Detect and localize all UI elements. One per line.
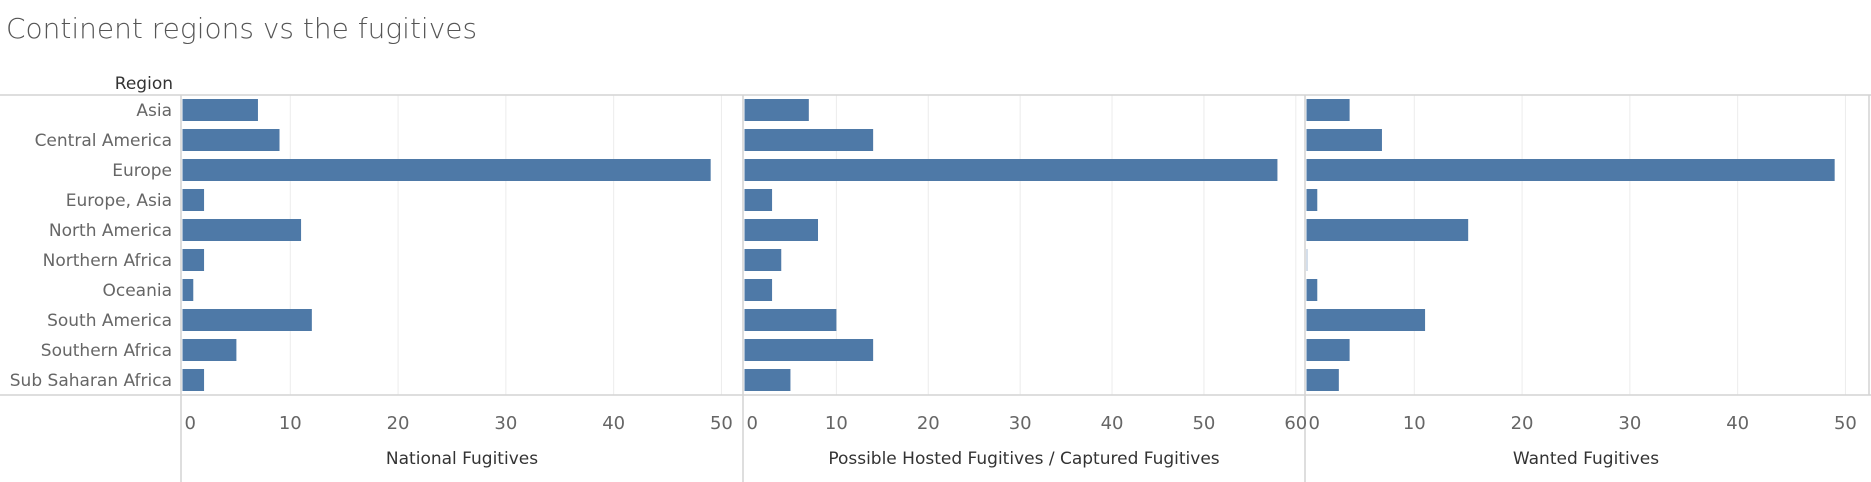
tick-label-possible-hosted-fugitives-captured-fugitives-50: 50 [1192, 413, 1215, 434]
tick-label-wanted-fugitives-30: 30 [1618, 413, 1641, 434]
tick-label-possible-hosted-fugitives-captured-fugitives-10: 10 [825, 413, 848, 434]
category-label-south-america: South America [47, 311, 172, 331]
bar-wanted-fugitives-oceania [1306, 279, 1318, 301]
bar-national-fugitives-north-america [182, 219, 302, 241]
tick-label-national-fugitives-20: 20 [387, 413, 410, 434]
bar-possible-hosted-fugitives-captured-fugitives-europe [744, 159, 1278, 181]
tick-label-wanted-fugitives-40: 40 [1726, 413, 1749, 434]
category-label-europe-asia: Europe, Asia [66, 191, 172, 211]
tick-label-national-fugitives-40: 40 [602, 413, 625, 434]
category-header: Region [115, 74, 173, 94]
category-label-asia: Asia [136, 101, 172, 121]
bar-national-fugitives-central-america [182, 129, 280, 151]
bar-possible-hosted-fugitives-captured-fugitives-central-america [744, 129, 874, 151]
bar-possible-hosted-fugitives-captured-fugitives-south-america [744, 309, 837, 331]
bar-wanted-fugitives-europe [1306, 159, 1835, 181]
bar-wanted-fugitives-north-america [1306, 219, 1469, 241]
tick-label-national-fugitives-10: 10 [279, 413, 302, 434]
bar-possible-hosted-fugitives-captured-fugitives-asia [744, 99, 809, 121]
category-label-europe: Europe [112, 161, 172, 181]
tick-label-national-fugitives-0: 0 [185, 413, 196, 434]
bar-wanted-fugitives-europe-asia [1306, 189, 1318, 211]
tick-label-wanted-fugitives-10: 10 [1403, 413, 1426, 434]
tick-label-possible-hosted-fugitives-captured-fugitives-40: 40 [1101, 413, 1124, 434]
category-label-northern-africa: Northern Africa [43, 251, 172, 271]
tick-label-wanted-fugitives-0: 0 [1309, 413, 1320, 434]
chart-title: Continent regions vs the fugitives [6, 12, 478, 45]
bar-possible-hosted-fugitives-captured-fugitives-northern-africa [744, 249, 782, 271]
bar-wanted-fugitives-southern-africa [1306, 339, 1350, 361]
bar-national-fugitives-europe [182, 159, 711, 181]
bar-possible-hosted-fugitives-captured-fugitives-europe-asia [744, 189, 773, 211]
tick-label-possible-hosted-fugitives-captured-fugitives-0: 0 [747, 413, 758, 434]
axis-title-possible-hosted-fugitives-captured-fugitives: Possible Hosted Fugitives / Captured Fug… [828, 449, 1219, 469]
bar-national-fugitives-northern-africa [182, 249, 205, 271]
bar-national-fugitives-south-america [182, 309, 312, 331]
bar-possible-hosted-fugitives-captured-fugitives-southern-africa [744, 339, 874, 361]
tick-label-possible-hosted-fugitives-captured-fugitives-60: 60 [1284, 413, 1307, 434]
bar-wanted-fugitives-asia [1306, 99, 1350, 121]
bar-national-fugitives-europe-asia [182, 189, 205, 211]
bar-national-fugitives-southern-africa [182, 339, 237, 361]
bar-national-fugitives-asia [182, 99, 258, 121]
bar-wanted-fugitives-central-america [1306, 129, 1382, 151]
tick-label-wanted-fugitives-50: 50 [1834, 413, 1857, 434]
category-label-oceania: Oceania [102, 281, 172, 301]
category-label-north-america: North America [49, 221, 172, 241]
bar-wanted-fugitives-northern-africa [1306, 249, 1308, 271]
tick-label-national-fugitives-50: 50 [710, 413, 733, 434]
bar-possible-hosted-fugitives-captured-fugitives-oceania [744, 279, 773, 301]
bar-wanted-fugitives-sub-saharan-africa [1306, 369, 1339, 391]
category-label-sub-saharan-africa: Sub Saharan Africa [10, 371, 172, 391]
bar-possible-hosted-fugitives-captured-fugitives-sub-saharan-africa [744, 369, 791, 391]
bar-possible-hosted-fugitives-captured-fugitives-north-america [744, 219, 819, 241]
category-label-central-america: Central America [35, 131, 172, 151]
bar-national-fugitives-sub-saharan-africa [182, 369, 205, 391]
axis-title-national-fugitives: National Fugitives [386, 449, 538, 469]
tick-label-wanted-fugitives-20: 20 [1511, 413, 1534, 434]
tick-label-possible-hosted-fugitives-captured-fugitives-30: 30 [1009, 413, 1032, 434]
tick-label-possible-hosted-fugitives-captured-fugitives-20: 20 [917, 413, 940, 434]
bar-wanted-fugitives-south-america [1306, 309, 1426, 331]
category-label-southern-africa: Southern Africa [41, 341, 172, 361]
bar-national-fugitives-oceania [182, 279, 194, 301]
tick-label-national-fugitives-30: 30 [494, 413, 517, 434]
axis-title-wanted-fugitives: Wanted Fugitives [1513, 449, 1659, 469]
